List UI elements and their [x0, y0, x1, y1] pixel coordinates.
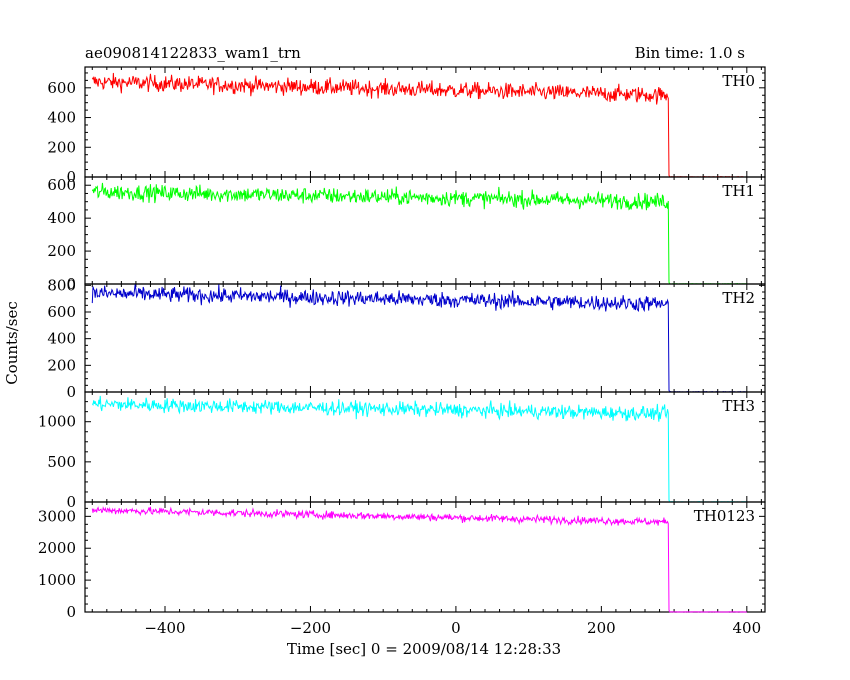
y-tick-label: 2000 [38, 539, 76, 557]
panel-label: TH0 [722, 72, 755, 90]
panel-th0: 0 200 400 600 TH0 [47, 66, 766, 186]
x-tick-label: 200 [587, 619, 616, 637]
panel-label: TH1 [722, 182, 755, 200]
panel-label: TH3 [722, 397, 755, 415]
y-tick-label: 0 [66, 168, 76, 186]
x-tick-label: 400 [732, 619, 761, 637]
x-tick-label: −400 [144, 619, 185, 637]
panel-frame [84, 501, 766, 613]
panel-label: TH2 [722, 289, 755, 307]
y-tick-label: 0 [66, 383, 76, 401]
x-tick-label: 0 [451, 619, 461, 637]
y-tick-label: 400 [47, 109, 76, 127]
panel-th1: 0 200 400 600 TH1 [47, 176, 766, 293]
y-tick-label: 400 [47, 330, 76, 348]
series-line-th2 [91, 284, 747, 393]
y-tick-label: 800 [47, 276, 76, 294]
y-tick-label: 0 [66, 493, 76, 511]
chart-title: ae090814122833_wam1_trn [85, 44, 301, 62]
series-line-th0 [91, 72, 747, 178]
y-tick-label: 600 [47, 79, 76, 97]
y-tick-label: 0 [66, 603, 76, 621]
panel-th2: 0 200 400 600 800 TH2 [47, 276, 766, 401]
bin-time-label: Bin time: 1.0 s [635, 44, 745, 62]
y-tick-label: 1000 [38, 571, 76, 589]
y-tick-label: 200 [47, 138, 76, 156]
y-tick-label: 500 [47, 453, 76, 471]
x-tick-label: −200 [290, 619, 331, 637]
y-tick-label: 200 [47, 242, 76, 260]
panel-th0123: 0 1000 2000 3000 TH0123 [38, 501, 766, 621]
y-axis-title: Counts/sec [3, 301, 21, 385]
y-tick-label: 200 [47, 356, 76, 374]
x-axis-title: Time [sec] 0 = 2009/08/14 12:28:33 [287, 640, 561, 658]
y-tick-label: 400 [47, 209, 76, 227]
panels-group: 0 200 400 600 TH0 0 200 400 600 TH1 0 200 400 600 800 T… [38, 66, 766, 637]
y-tick-label: 1000 [38, 413, 76, 431]
y-tick-label: 600 [47, 303, 76, 321]
y-tick-label: 3000 [38, 507, 76, 525]
panel-label: TH0123 [694, 507, 755, 525]
y-tick-label: 0 [66, 275, 76, 293]
series-line-th3 [91, 395, 747, 503]
panel-th3: 0 500 1000 TH3 [38, 391, 766, 511]
series-line-th0123 [91, 506, 747, 613]
y-tick-label: 600 [47, 176, 76, 194]
series-line-th1 [91, 182, 747, 285]
